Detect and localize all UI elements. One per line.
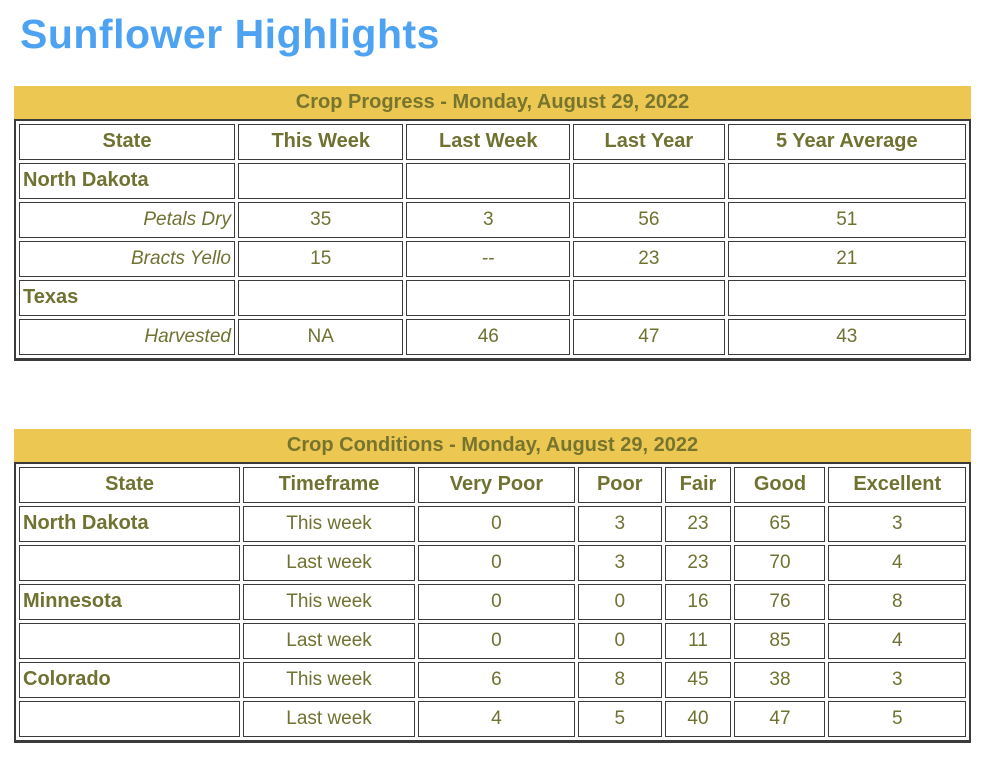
value-cell: 23 <box>664 544 732 581</box>
value-cell: This week <box>243 661 415 698</box>
value-cell: 3 <box>406 201 571 238</box>
crop-conditions-caption: Crop Conditions - Monday, August 29, 202… <box>14 428 971 462</box>
value-cell <box>573 279 725 316</box>
value-cell: 76 <box>734 583 826 620</box>
table-row: North Dakota <box>19 162 966 199</box>
value-cell: 0 <box>577 622 662 659</box>
table-row: Last week 4 5 40 47 5 <box>19 700 966 737</box>
value-cell: 0 <box>417 583 575 620</box>
table-row: Colorado This week 6 8 45 38 3 <box>19 661 966 698</box>
value-cell: 4 <box>828 622 966 659</box>
column-header: Excellent <box>828 466 966 503</box>
state-cell: Minnesota <box>19 583 241 620</box>
value-cell <box>237 279 404 316</box>
crop-progress-section: Crop Progress - Monday, August 29, 2022 … <box>14 85 971 361</box>
value-cell: 35 <box>237 201 404 238</box>
value-cell <box>727 279 966 316</box>
value-cell: 23 <box>664 505 732 542</box>
table-row: Last week 0 0 11 85 4 <box>19 622 966 659</box>
value-cell: 70 <box>734 544 826 581</box>
state-cell: North Dakota <box>19 505 241 542</box>
value-cell <box>406 162 571 199</box>
column-header: Last Week <box>406 123 571 160</box>
value-cell: 8 <box>828 583 966 620</box>
value-cell: 3 <box>828 505 966 542</box>
value-cell: 51 <box>727 201 966 238</box>
category-cell: Bracts Yello <box>19 240 235 277</box>
value-cell: 4 <box>417 700 575 737</box>
category-cell: Harvested <box>19 318 235 355</box>
crop-conditions-table: State Timeframe Very Poor Poor Fair Good Excel… <box>14 461 971 743</box>
value-cell: 6 <box>417 661 575 698</box>
value-cell <box>237 162 404 199</box>
state-cell <box>19 700 241 737</box>
value-cell: 38 <box>734 661 826 698</box>
value-cell: 23 <box>573 240 725 277</box>
value-cell: 0 <box>417 544 575 581</box>
value-cell: 3 <box>577 505 662 542</box>
value-cell: 5 <box>577 700 662 737</box>
value-cell: 65 <box>734 505 826 542</box>
value-cell: 85 <box>734 622 826 659</box>
column-header: Very Poor <box>417 466 575 503</box>
value-cell: 46 <box>406 318 571 355</box>
value-cell <box>406 279 571 316</box>
column-header: State <box>19 123 235 160</box>
value-cell: 47 <box>573 318 725 355</box>
table-row: Last week 0 3 23 70 4 <box>19 544 966 581</box>
column-header: Last Year <box>573 123 725 160</box>
value-cell: Last week <box>243 544 415 581</box>
value-cell: 0 <box>417 622 575 659</box>
state-cell: Texas <box>19 279 235 316</box>
value-cell: -- <box>406 240 571 277</box>
state-cell <box>19 622 241 659</box>
value-cell: 43 <box>727 318 966 355</box>
table-row: North Dakota This week 0 3 23 65 3 <box>19 505 966 542</box>
value-cell: 8 <box>577 661 662 698</box>
page-title: Sunflower Highlights <box>20 11 440 57</box>
column-header: This Week <box>237 123 404 160</box>
value-cell: 45 <box>664 661 732 698</box>
value-cell: 3 <box>577 544 662 581</box>
value-cell: 40 <box>664 700 732 737</box>
value-cell: 0 <box>577 583 662 620</box>
value-cell: 21 <box>727 240 966 277</box>
column-header: State <box>19 466 241 503</box>
column-header: Poor <box>577 466 662 503</box>
crop-progress-caption: Crop Progress - Monday, August 29, 2022 <box>14 85 971 119</box>
crop-progress-table: State This Week Last Week Last Year 5 Year A… <box>14 118 971 361</box>
value-cell: 47 <box>734 700 826 737</box>
value-cell: This week <box>243 583 415 620</box>
value-cell: 4 <box>828 544 966 581</box>
state-cell <box>19 544 241 581</box>
value-cell: Last week <box>243 700 415 737</box>
value-cell: NA <box>237 318 404 355</box>
value-cell <box>573 162 725 199</box>
state-cell: Colorado <box>19 661 241 698</box>
table-row: Petals Dry 35 3 56 51 <box>19 201 966 238</box>
table-row: Harvested NA 46 47 43 <box>19 318 966 355</box>
value-cell: 56 <box>573 201 725 238</box>
state-cell: North Dakota <box>19 162 235 199</box>
table-row: Bracts Yello 15 -- 23 21 <box>19 240 966 277</box>
value-cell: This week <box>243 505 415 542</box>
value-cell: Last week <box>243 622 415 659</box>
column-header: Fair <box>664 466 732 503</box>
column-header: 5 Year Average <box>727 123 966 160</box>
value-cell: 11 <box>664 622 732 659</box>
column-header: Good <box>734 466 826 503</box>
column-header: Timeframe <box>243 466 415 503</box>
crop-conditions-section: Crop Conditions - Monday, August 29, 202… <box>14 428 971 743</box>
table-row: Minnesota This week 0 0 16 76 8 <box>19 583 966 620</box>
value-cell: 15 <box>237 240 404 277</box>
value-cell: 3 <box>828 661 966 698</box>
value-cell: 0 <box>417 505 575 542</box>
value-cell: 16 <box>664 583 732 620</box>
value-cell: 5 <box>828 700 966 737</box>
table-row: Texas <box>19 279 966 316</box>
value-cell <box>727 162 966 199</box>
category-cell: Petals Dry <box>19 201 235 238</box>
